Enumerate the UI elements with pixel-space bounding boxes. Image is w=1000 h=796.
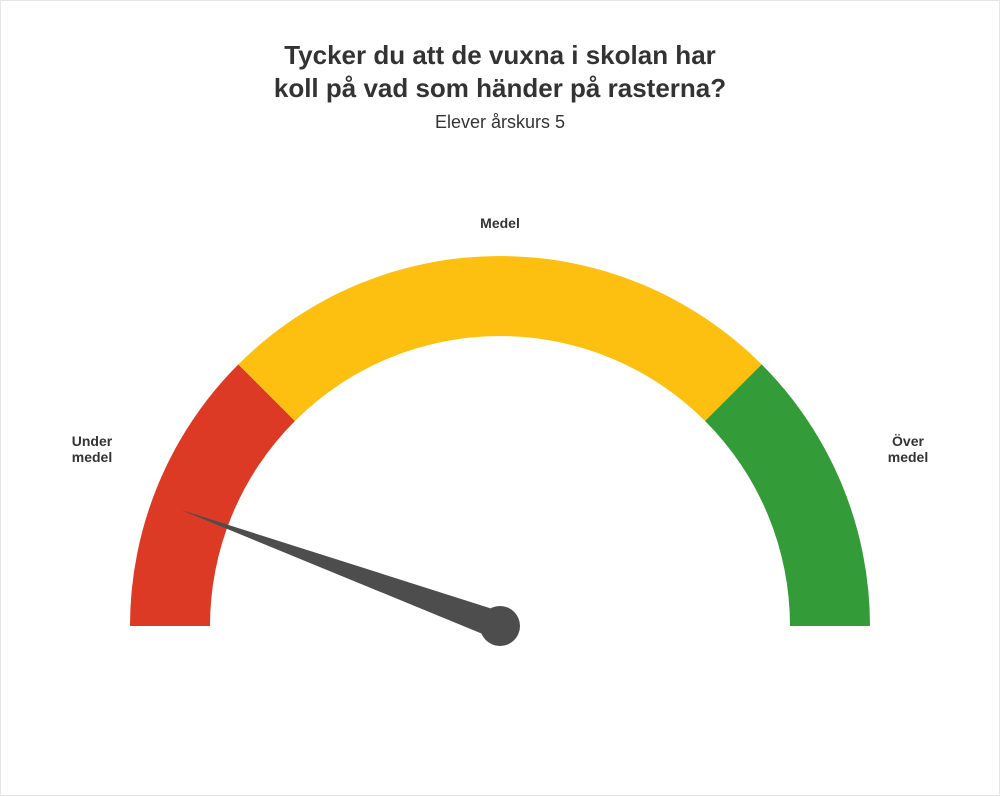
gauge-needle-hub (480, 606, 520, 646)
gauge-segment-label-2: Övermedel (888, 433, 928, 465)
title-line-2: koll på vad som händer på rasterna? (274, 73, 726, 103)
chart-frame: Tycker du att de vuxna i skolan har koll… (0, 0, 1000, 796)
gauge-chart: Undermedel Medel Övermedel (60, 166, 940, 766)
chart-title: Tycker du att de vuxna i skolan har koll… (1, 39, 999, 104)
title-block: Tycker du att de vuxna i skolan har koll… (1, 39, 999, 133)
gauge-segment-2 (705, 364, 870, 626)
chart-subtitle: Elever årskurs 5 (1, 112, 999, 133)
gauge-segment-label-0: Undermedel (72, 433, 113, 465)
gauge-segment-label-1: Medel (480, 215, 520, 231)
gauge-needle (181, 510, 505, 639)
gauge-segment-1 (238, 256, 761, 421)
gauge-segment-0 (130, 364, 295, 626)
gauge-container: Undermedel Medel Övermedel (1, 166, 999, 766)
title-line-1: Tycker du att de vuxna i skolan har (284, 40, 716, 70)
